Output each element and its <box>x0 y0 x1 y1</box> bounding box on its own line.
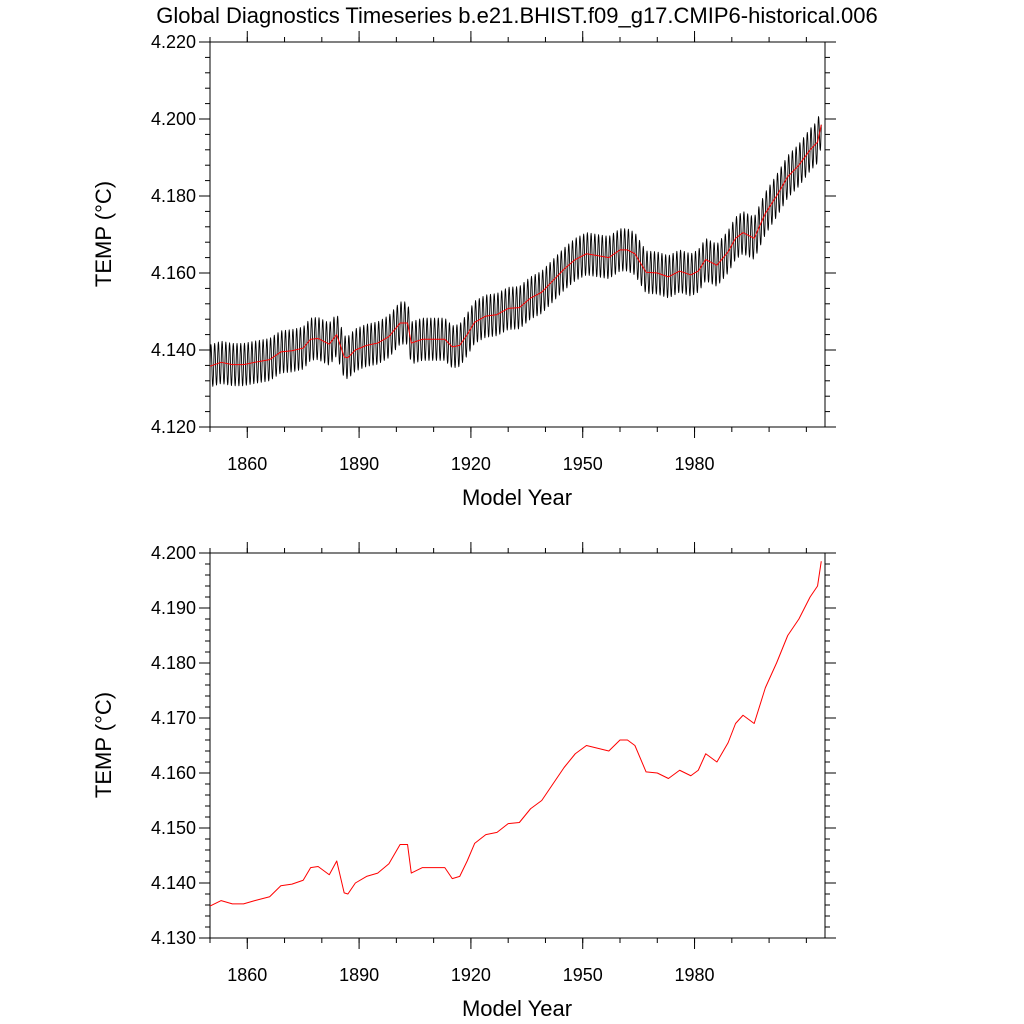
figure-title: Global Diagnostics Timeseries b.e21.BHIS… <box>156 3 877 28</box>
top-axis-ticks <box>199 31 836 438</box>
x-tick-label: 1890 <box>339 454 379 474</box>
y-tick-label: 4.120 <box>151 417 196 437</box>
bottom-x-tick-labels: 1860 1890 1920 1950 1980 <box>227 965 714 985</box>
top-series <box>209 116 822 387</box>
y-tick-label: 4.170 <box>151 708 196 728</box>
top-y-axis-title: TEMP (°C) <box>91 181 116 287</box>
y-tick-label: 4.190 <box>151 598 196 618</box>
bottom-axis-ticks <box>199 542 836 949</box>
top-x-tick-labels: 1860 1890 1920 1950 1980 <box>227 454 714 474</box>
y-tick-label: 4.140 <box>151 340 196 360</box>
x-tick-label: 1980 <box>675 454 715 474</box>
y-tick-label: 4.160 <box>151 263 196 283</box>
top-x-axis-title: Model Year <box>462 485 572 510</box>
y-tick-label: 4.200 <box>151 109 196 129</box>
y-tick-label: 4.220 <box>151 32 196 52</box>
x-tick-label: 1950 <box>563 454 603 474</box>
bottom-y-axis-title: TEMP (°C) <box>91 692 116 798</box>
x-tick-label: 1890 <box>339 965 379 985</box>
series-line-annual-mean <box>209 561 822 907</box>
y-tick-label: 4.160 <box>151 763 196 783</box>
y-tick-label: 4.150 <box>151 818 196 838</box>
x-tick-label: 1920 <box>451 965 491 985</box>
top-y-tick-labels: 4.120 4.140 4.160 4.180 4.200 4.220 <box>151 32 196 437</box>
bottom-plot-frame <box>209 552 826 939</box>
y-tick-label: 4.180 <box>151 653 196 673</box>
top-panel: 4.120 4.140 4.160 4.180 4.200 4.220 1860… <box>91 31 836 510</box>
x-tick-label: 1980 <box>675 965 715 985</box>
x-tick-label: 1950 <box>563 965 603 985</box>
bottom-x-axis-title: Model Year <box>462 996 572 1021</box>
bottom-y-tick-labels: 4.130 4.140 4.150 4.160 4.170 4.180 4.19… <box>151 543 196 948</box>
y-tick-label: 4.130 <box>151 928 196 948</box>
top-plot-frame <box>209 41 826 428</box>
y-tick-label: 4.180 <box>151 186 196 206</box>
x-tick-label: 1860 <box>227 454 267 474</box>
x-tick-label: 1860 <box>227 965 267 985</box>
bottom-panel: 4.130 4.140 4.150 4.160 4.170 4.180 4.19… <box>91 542 836 1021</box>
series-line-annual-mean <box>209 124 822 367</box>
y-tick-label: 4.200 <box>151 543 196 563</box>
y-tick-label: 4.140 <box>151 873 196 893</box>
bottom-series <box>209 561 822 907</box>
x-tick-label: 1920 <box>451 454 491 474</box>
